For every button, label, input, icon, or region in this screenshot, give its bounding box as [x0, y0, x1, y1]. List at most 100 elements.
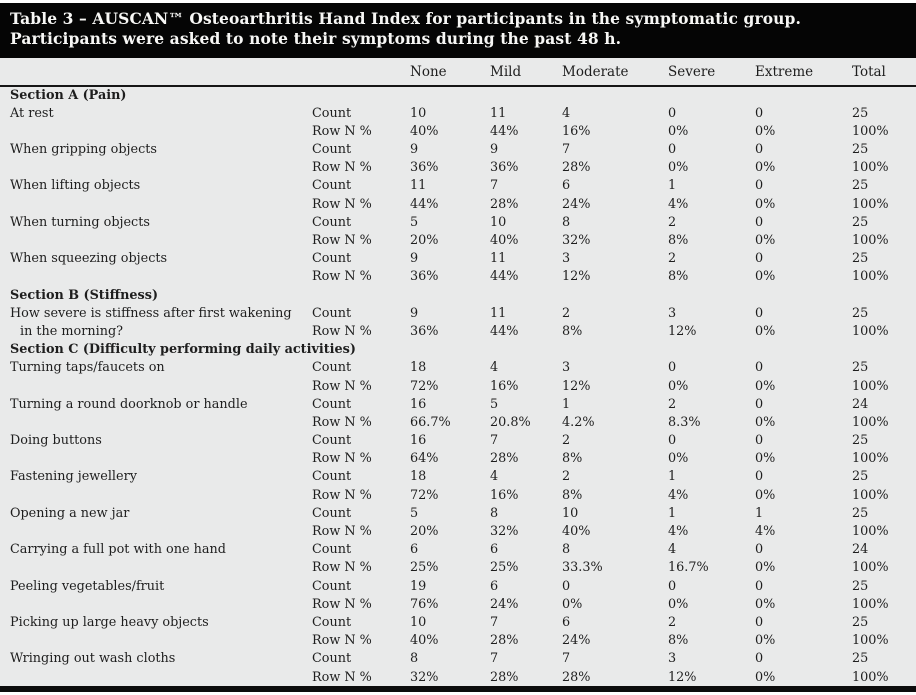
percent-value: 100% — [852, 451, 889, 467]
measure-label-count: Count — [312, 142, 352, 158]
count-value: 10 — [410, 614, 427, 630]
percent-value: 25% — [490, 560, 519, 576]
measure-label-count: Count — [312, 178, 352, 194]
percent-value: 0% — [755, 633, 776, 649]
count-value: 25 — [852, 578, 869, 594]
table-body-area: None Mild Moderate Severe Extreme Total … — [0, 57, 916, 693]
item-percent-row: Row N % 20% 40% 32% 8% 0% 100% — [0, 231, 916, 249]
section-heading-label: Section B (Stiffness) — [10, 287, 158, 303]
percent-value: 100% — [852, 269, 889, 285]
count-value: 1 — [755, 505, 764, 521]
item-percent-row: Row N % 40% 28% 24% 8% 0% 100% — [0, 632, 916, 650]
item-label-continued: in the morning? — [20, 323, 124, 339]
percent-value: 24% — [490, 596, 519, 612]
item-label-continued — [0, 195, 312, 213]
item-label-continued — [0, 159, 312, 177]
percent-value: 33.3% — [562, 560, 603, 576]
item-label-continued — [0, 413, 312, 431]
count-value: 7 — [562, 142, 571, 158]
item-count-row: Picking up large heavy objects Count 10 7 6 2… — [0, 613, 916, 631]
count-value: 5 — [410, 505, 419, 521]
count-value: 18 — [410, 469, 427, 485]
item-label-continued — [0, 377, 312, 395]
count-value: 11 — [490, 305, 507, 321]
section-heading-row: Section B (Stiffness) — [0, 286, 916, 304]
percent-value: 0% — [668, 378, 689, 394]
percent-value: 20% — [410, 233, 439, 248]
percent-value: 100% — [852, 487, 889, 503]
measure-column-header-blank — [312, 57, 410, 87]
count-value: 1 — [562, 396, 571, 412]
percent-value: 0% — [668, 123, 689, 139]
count-value: 9 — [410, 305, 419, 321]
measure-label-count: Count — [312, 433, 352, 449]
measure-label-pct: Row N % — [312, 123, 372, 139]
count-value: 6 — [490, 578, 499, 594]
item-label: When gripping objects — [10, 142, 157, 158]
item-label-continued — [0, 450, 312, 468]
measure-label-count: Count — [312, 469, 352, 485]
count-value: 1 — [668, 178, 677, 194]
percent-value: 44% — [490, 269, 519, 285]
count-value: 25 — [852, 651, 869, 667]
column-header-extreme: Extreme — [755, 57, 852, 87]
count-value: 2 — [668, 214, 677, 230]
percent-value: 0% — [562, 596, 583, 612]
measure-label-count: Count — [312, 578, 352, 594]
count-value: 3 — [668, 651, 677, 667]
item-label: Wringing out wash cloths — [10, 651, 176, 667]
item-label: Turning taps/faucets on — [10, 360, 165, 376]
item-label-continued — [0, 595, 312, 613]
percent-value: 0% — [755, 378, 776, 394]
item-label: Picking up large heavy objects — [10, 614, 209, 630]
count-value: 10 — [490, 214, 507, 230]
percent-value: 100% — [852, 160, 889, 176]
percent-value: 32% — [410, 669, 439, 685]
percent-value: 0% — [668, 596, 689, 612]
count-value: 0 — [755, 142, 764, 158]
count-value: 0 — [755, 251, 764, 267]
measure-label-count: Count — [312, 614, 352, 630]
percent-value: 72% — [410, 487, 439, 503]
count-value: 0 — [755, 178, 764, 194]
item-label: Carrying a full pot with one hand — [10, 542, 226, 558]
percent-value: 8% — [562, 487, 583, 503]
count-value: 0 — [755, 433, 764, 449]
percent-value: 36% — [410, 160, 439, 176]
percent-value: 40% — [410, 123, 439, 139]
percent-value: 100% — [852, 596, 889, 612]
percent-value: 0% — [668, 451, 689, 467]
percent-value: 20.8% — [490, 414, 531, 430]
item-label-continued — [0, 522, 312, 540]
count-value: 8 — [490, 505, 499, 521]
percent-value: 16% — [490, 378, 519, 394]
item-percent-row: Row N % 76% 24% 0% 0% 0% 100% — [0, 595, 916, 613]
percent-value: 0% — [755, 451, 776, 467]
count-value: 3 — [562, 360, 571, 376]
auscan-table: None Mild Moderate Severe Extreme Total … — [0, 57, 916, 686]
percent-value: 12% — [668, 323, 697, 339]
journal-table-figure: Table 3 – AUSCAN™ Osteoarthritis Hand In… — [0, 3, 916, 693]
percent-value: 25% — [410, 560, 439, 576]
item-label: At rest — [10, 105, 54, 121]
measure-label-count: Count — [312, 214, 352, 230]
count-value: 2 — [562, 469, 571, 485]
item-percent-row: Row N % 20% 32% 40% 4% 4% 100% — [0, 522, 916, 540]
item-count-row: Turning a round doorknob or handle Count 1… — [0, 395, 916, 413]
item-percent-row: in the morning? Row N % 36% 44% 8% 12% 0% 100% — [0, 322, 916, 340]
column-header-severe: Severe — [668, 57, 755, 87]
percent-value: 66.7% — [410, 414, 451, 430]
count-value: 2 — [562, 305, 571, 321]
item-label: When lifting objects — [10, 178, 141, 194]
item-count-row: When lifting objects Count 11 7 6 1 0 25 — [0, 177, 916, 195]
count-value: 8 — [562, 542, 571, 558]
column-header-total: Total — [852, 57, 916, 87]
item-label: When turning objects — [10, 214, 150, 230]
count-value: 0 — [755, 469, 764, 485]
table-rows: Section A (Pain) At rest Count 10 11 4 0 0 25 Row… — [0, 86, 916, 686]
count-value: 0 — [755, 614, 764, 630]
percent-value: 28% — [490, 669, 519, 685]
percent-value: 40% — [562, 524, 591, 539]
column-header-row: None Mild Moderate Severe Extreme Total — [0, 57, 916, 87]
item-label: When squeezing objects — [10, 251, 168, 267]
